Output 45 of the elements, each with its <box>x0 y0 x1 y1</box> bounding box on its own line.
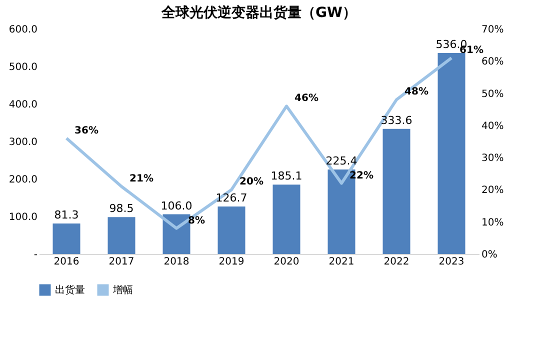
data-label: 81.3 <box>54 208 79 222</box>
data-label: 21% <box>130 174 154 184</box>
chart-title: 全球光伏逆变器出货量（GW） <box>160 4 356 21</box>
y-tick-label: 100.0 <box>8 212 38 223</box>
data-label: 8% <box>188 215 205 226</box>
y2-tick-label: 10% <box>482 217 504 228</box>
y-tick-label: 500.0 <box>8 62 38 73</box>
bar <box>382 128 410 254</box>
data-label: 333.6 <box>380 114 412 127</box>
bar <box>218 206 246 254</box>
y-tick-label: 300.0 <box>8 137 38 148</box>
y-tick-label: 400.0 <box>8 100 38 110</box>
data-label: 225.4 <box>326 154 358 168</box>
y-tick-label: 200.0 <box>8 174 38 186</box>
x-tick-label: 2021 <box>328 256 354 268</box>
x-tick-label: 2020 <box>274 256 300 268</box>
x-tick-label: 2023 <box>438 256 464 268</box>
x-tick-label: 2016 <box>54 256 80 268</box>
x-tick-label: 2017 <box>108 256 134 268</box>
bar <box>438 53 466 254</box>
data-label: 20% <box>240 176 264 188</box>
x-tick-label: 2022 <box>384 256 410 268</box>
bar <box>108 217 136 254</box>
y2-tick-label: 20% <box>482 185 504 196</box>
y2-tick-label: 70% <box>482 24 504 36</box>
data-label: 46% <box>294 93 318 104</box>
y2-tick-label: 0% <box>482 250 498 260</box>
y2-tick-label: 40% <box>482 120 504 132</box>
y2-tick-label: 50% <box>482 88 504 100</box>
bar <box>52 224 80 254</box>
data-label: 126.7 <box>216 191 248 204</box>
data-label: 48% <box>404 86 428 98</box>
legend-label: 出货量 <box>55 284 85 296</box>
bar <box>272 184 300 254</box>
y-tick-label: 600.0 <box>8 24 38 36</box>
data-label: 98.5 <box>109 202 134 216</box>
y2-tick-label: 60% <box>482 56 504 68</box>
x-tick-label: 2018 <box>164 256 190 268</box>
y2-tick-label: 30% <box>482 153 504 164</box>
legend-label: 增幅 <box>112 284 133 296</box>
data-label: 185.1 <box>270 170 302 183</box>
data-label: 106.0 <box>160 199 192 212</box>
x-tick-label: 2019 <box>218 256 244 268</box>
data-label: 36% <box>74 125 98 136</box>
y-tick-label: - <box>34 250 38 260</box>
